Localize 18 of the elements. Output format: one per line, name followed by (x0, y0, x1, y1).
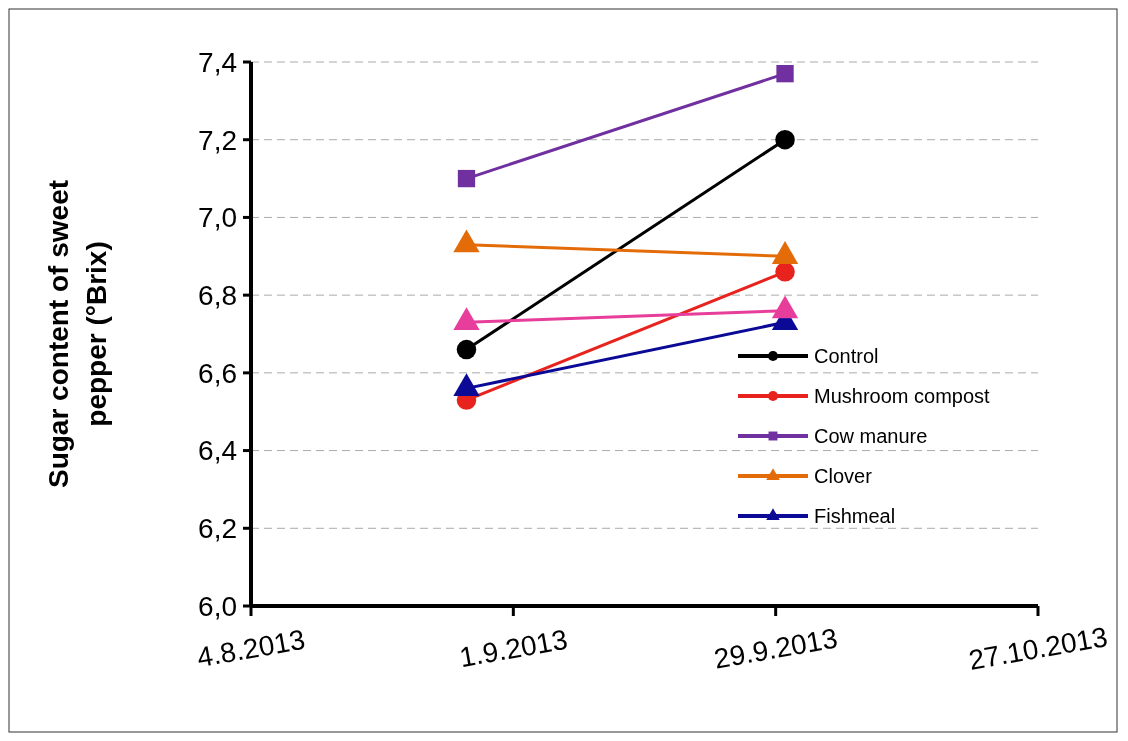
y-tick-label: 7,2 (198, 124, 237, 156)
y-tick-label: 6,2 (198, 513, 237, 545)
x-tick-label: 1.9.2013 (457, 623, 570, 674)
legend-label: Clover (814, 465, 873, 487)
y-tick-label: 7,4 (198, 46, 237, 78)
x-tick-label: 4.8.2013 (194, 623, 308, 674)
legend-label: Mushroom compost (814, 385, 991, 407)
legend-label: Control (814, 345, 879, 367)
y-tick-label: 7,0 (198, 202, 237, 234)
y-tick-label: 6,4 (198, 435, 237, 467)
x-tick-label: 29.9.2013 (711, 622, 840, 675)
y-tick-label: 6,6 (198, 357, 237, 389)
y-tick-label: 6,0 (198, 590, 237, 622)
legend-label: Fishmeal (814, 505, 896, 527)
x-tick-label: 27.10.2013 (966, 621, 1110, 676)
y-tick-label: 6,8 (198, 279, 237, 311)
y-axis-title: Sugar content of sweet pepper (°Brix) (43, 179, 112, 489)
legend-label: Cow manure (814, 425, 928, 447)
